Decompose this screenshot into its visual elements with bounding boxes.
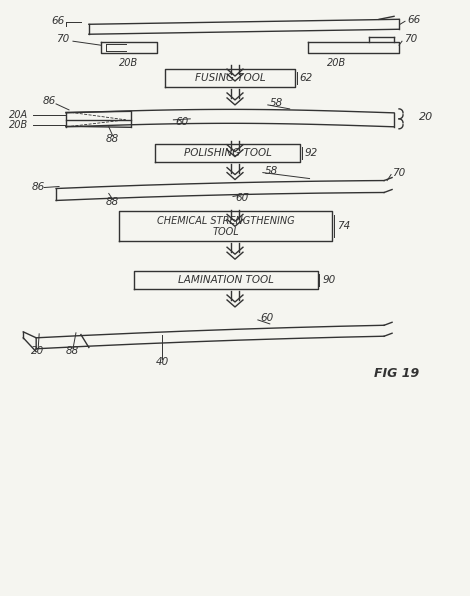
- Text: CHEMICAL STRENGTHENING
TOOL: CHEMICAL STRENGTHENING TOOL: [157, 216, 294, 237]
- Text: LAMINATION TOOL: LAMINATION TOOL: [178, 275, 274, 285]
- Text: 86: 86: [31, 182, 45, 191]
- Text: 88: 88: [106, 134, 119, 144]
- Text: FIG 19: FIG 19: [374, 367, 419, 380]
- Text: 20: 20: [419, 112, 433, 122]
- Text: 86: 86: [43, 96, 56, 106]
- Text: 88: 88: [66, 346, 79, 356]
- Text: 58: 58: [270, 98, 283, 108]
- Text: POLISHING TOOL: POLISHING TOOL: [184, 148, 272, 158]
- Text: 70: 70: [392, 167, 405, 178]
- Text: 20A: 20A: [9, 110, 29, 120]
- Text: 60: 60: [235, 194, 248, 203]
- Text: 58: 58: [265, 166, 278, 176]
- Text: FUSING TOOL: FUSING TOOL: [195, 73, 266, 83]
- Text: 20: 20: [31, 346, 45, 356]
- Text: 70: 70: [404, 34, 417, 44]
- Text: 70: 70: [56, 34, 69, 44]
- Text: 92: 92: [305, 148, 318, 158]
- Text: 40: 40: [156, 356, 169, 367]
- Text: 88: 88: [106, 197, 119, 207]
- Text: 60: 60: [175, 117, 188, 127]
- Text: 60: 60: [260, 313, 273, 323]
- Text: 20B: 20B: [328, 58, 347, 68]
- Text: 90: 90: [322, 275, 336, 285]
- Text: 74: 74: [337, 221, 351, 231]
- Text: 20B: 20B: [119, 58, 138, 68]
- Text: 62: 62: [299, 73, 313, 83]
- Text: 20B: 20B: [9, 120, 29, 130]
- Text: 66: 66: [407, 15, 420, 25]
- Text: 66: 66: [51, 16, 64, 26]
